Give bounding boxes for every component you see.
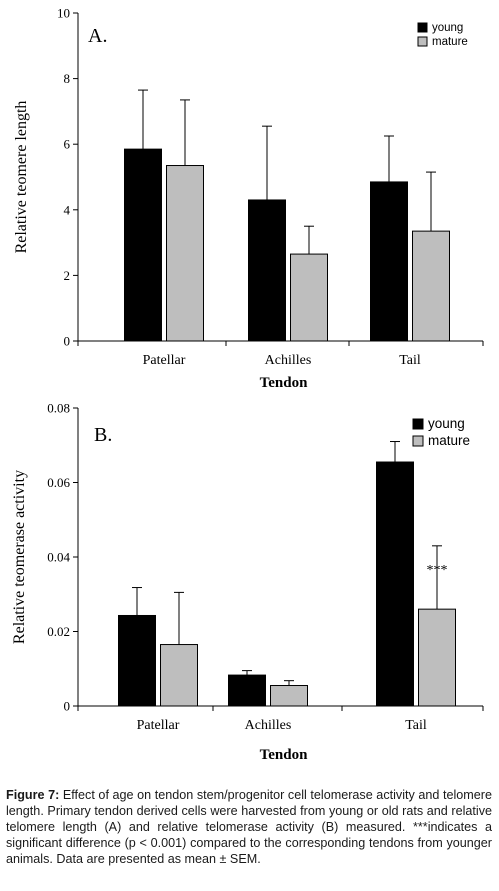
- legend-label-young: young: [432, 22, 463, 34]
- legend-label-mature: mature: [432, 36, 468, 48]
- y-tick-label: 0.08: [47, 401, 70, 416]
- telomerase-activity-bar-chart: 0 0.02 0.04 0.06 0.08 Patellar Achilles *** Tail…: [11, 401, 484, 763]
- category-label-patellar: Patellar: [137, 718, 180, 733]
- legend-label-mature: mature: [428, 433, 470, 448]
- bar-achilles-young: [228, 674, 266, 707]
- bar-tail-young: [376, 461, 414, 707]
- legend-label-young: young: [428, 416, 465, 431]
- y-tick-label: 0.04: [47, 550, 70, 565]
- y-tick-label: 0: [64, 699, 71, 714]
- figure-caption: Figure 7: Effect of age on tendon stem/p…: [6, 787, 492, 867]
- bar-patellar-mature: [166, 165, 204, 342]
- legend-swatch-young: [417, 22, 428, 33]
- bar-patellar-young: [124, 148, 162, 342]
- bar-tail-young: [370, 181, 408, 342]
- category-label-achilles: Achilles: [245, 718, 292, 733]
- y-tick-label: 0.02: [47, 624, 70, 639]
- x-axis-label: Tendon: [260, 375, 308, 391]
- category-label-tail: Tail: [399, 353, 421, 368]
- y-tick-label: 10: [57, 6, 70, 21]
- bar-patellar-mature: [160, 644, 198, 707]
- bar-achilles-young: [248, 199, 286, 342]
- y-tick-label: 0: [64, 334, 71, 349]
- telomere-length-bar-chart: 0 2 4 6 8 10 Patellar Achilles Tail Tendon Relativ…: [13, 6, 484, 391]
- y-axis-label: Relative teomere length: [13, 101, 30, 254]
- caption-label: Figure 7:: [6, 788, 60, 802]
- x-axis-label: Tendon: [260, 747, 308, 763]
- bar-achilles-mature: [290, 253, 328, 342]
- bar-patellar-young: [118, 614, 156, 707]
- y-axis-label: Relative teomerase activity: [11, 470, 28, 644]
- bar-achilles-mature: [270, 685, 308, 707]
- y-tick-label: 8: [64, 71, 71, 86]
- panel-label: A.: [88, 25, 107, 47]
- panel-b-chart: 0 0.02 0.04 0.06 0.08 Patellar Achilles *** Tail…: [0, 400, 499, 780]
- bar-tail-mature: [412, 230, 450, 342]
- legend-swatch-mature: [417, 36, 428, 47]
- bar-tail-mature: [418, 608, 456, 707]
- legend-swatch-mature: [412, 435, 424, 447]
- y-tick-label: 2: [64, 268, 71, 283]
- panel-label: B.: [94, 424, 112, 446]
- category-label-achilles: Achilles: [265, 353, 312, 368]
- y-tick-label: 4: [64, 202, 71, 217]
- panel-a-chart: 0 2 4 6 8 10 Patellar Achilles Tail Tendon Relativ…: [0, 0, 499, 400]
- category-label-patellar: Patellar: [143, 353, 186, 368]
- y-tick-label: 6: [64, 137, 71, 152]
- caption-text: Effect of age on tendon stem/progenitor …: [6, 788, 492, 866]
- category-label-tail: Tail: [405, 718, 427, 733]
- legend-swatch-young: [412, 418, 424, 430]
- y-tick-label: 0.06: [47, 475, 70, 490]
- significance-annotation: ***: [427, 563, 448, 578]
